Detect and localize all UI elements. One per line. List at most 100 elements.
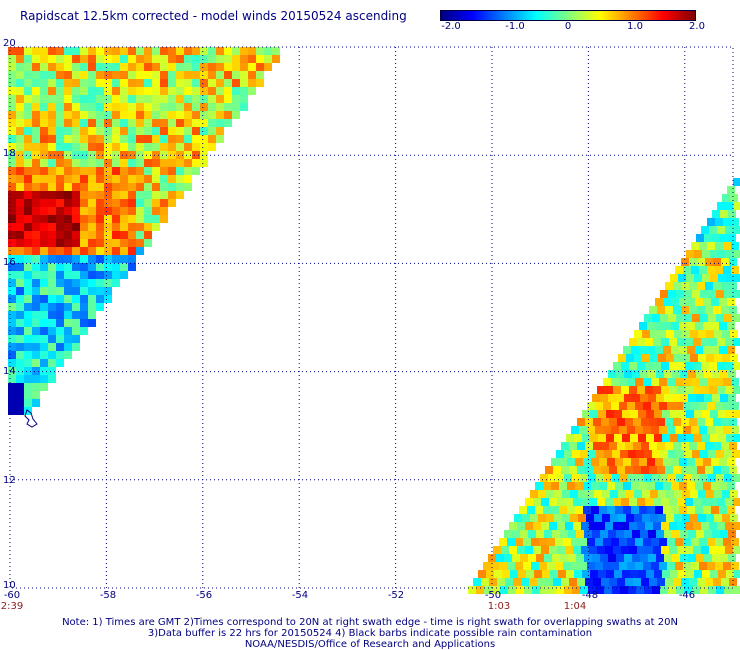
wind-cell (32, 191, 40, 199)
wind-cell (661, 522, 669, 530)
wind-cell (200, 95, 208, 103)
wind-cell (581, 522, 589, 530)
wind-cell (705, 466, 713, 474)
wind-cell (56, 111, 64, 119)
wind-cell (520, 530, 528, 538)
wind-cell (152, 103, 160, 111)
wind-cell (722, 330, 730, 338)
wind-cell (32, 239, 40, 247)
wind-cell (16, 239, 24, 247)
swath-time-label: 1:04 (563, 601, 587, 612)
wind-cell (520, 554, 528, 562)
wind-cell (597, 546, 605, 554)
wind-cell (40, 287, 48, 295)
wind-cell (535, 506, 543, 514)
wind-cell (476, 586, 484, 594)
wind-cell (720, 394, 728, 402)
wind-cell (705, 258, 713, 266)
colorbar-tick-label: -2.0 (441, 21, 461, 32)
wind-cell (711, 298, 719, 306)
wind-cell (638, 410, 646, 418)
wind-cell (96, 191, 104, 199)
wind-cell (598, 410, 606, 418)
wind-cell (556, 474, 564, 482)
wind-cell (700, 474, 708, 482)
wind-cell (16, 271, 24, 279)
wind-cell (48, 47, 56, 55)
wind-cell (675, 562, 683, 570)
wind-cell (667, 426, 675, 434)
wind-cell (256, 55, 264, 63)
wind-cell (80, 71, 88, 79)
wind-cell (72, 111, 80, 119)
wind-cell (541, 498, 549, 506)
wind-cell (729, 418, 737, 426)
wind-cell (688, 554, 696, 562)
wind-cell (40, 375, 48, 383)
wind-cell (618, 490, 626, 498)
wind-cell (519, 506, 527, 514)
wind-cell (704, 530, 712, 538)
wind-cell (676, 586, 684, 594)
wind-cell (612, 586, 620, 594)
wind-cell (648, 394, 656, 402)
wind-cell (32, 175, 40, 183)
wind-cell (200, 143, 208, 151)
wind-cell (120, 191, 128, 199)
wind-cell (562, 514, 570, 522)
wind-cell (725, 498, 733, 506)
wind-cell (32, 279, 40, 287)
wind-cell (8, 71, 16, 79)
wind-cell (80, 151, 88, 159)
wind-cell (621, 362, 629, 370)
wind-cell (104, 199, 112, 207)
wind-cell (128, 119, 136, 127)
wind-cell (617, 442, 625, 450)
wind-cell (662, 410, 670, 418)
wind-cell (104, 183, 112, 191)
wind-cell (120, 239, 128, 247)
wind-cell (80, 191, 88, 199)
wind-cell (581, 498, 589, 506)
wind-cell (611, 562, 619, 570)
wind-cell (670, 434, 678, 442)
wind-cell (701, 362, 709, 370)
wind-cell (48, 295, 56, 303)
wind-cell (56, 79, 64, 87)
wind-cell (256, 47, 264, 55)
wind-cell (48, 71, 56, 79)
wind-cell (538, 490, 546, 498)
wind-cell (716, 474, 724, 482)
wind-cell (104, 207, 112, 215)
wind-cell (685, 498, 693, 506)
wind-cell (682, 514, 690, 522)
wind-cell (715, 402, 723, 410)
wind-cell (232, 87, 240, 95)
wind-cell (489, 578, 497, 586)
wind-cell (560, 530, 568, 538)
wind-cell (688, 370, 696, 378)
wind-cell (24, 359, 32, 367)
wind-cell (128, 127, 136, 135)
wind-cell (684, 474, 692, 482)
wind-cell (184, 71, 192, 79)
wind-cell (208, 119, 216, 127)
wind-cell (40, 47, 48, 55)
wind-cell (731, 402, 739, 410)
wind-cell (64, 231, 72, 239)
wind-cell (96, 215, 104, 223)
wind-cell (628, 450, 636, 458)
wind-cell (707, 562, 715, 570)
wind-cell (580, 474, 588, 482)
wind-cell (96, 207, 104, 215)
wind-cell (184, 135, 192, 143)
wind-cell (104, 47, 112, 55)
wind-cell (112, 271, 120, 279)
wind-cell (693, 362, 701, 370)
wind-cell (24, 207, 32, 215)
wind-cell (8, 223, 16, 231)
wind-cell (647, 482, 655, 490)
wind-cell (697, 258, 705, 266)
wind-cell (714, 330, 722, 338)
wind-cell (56, 87, 64, 95)
